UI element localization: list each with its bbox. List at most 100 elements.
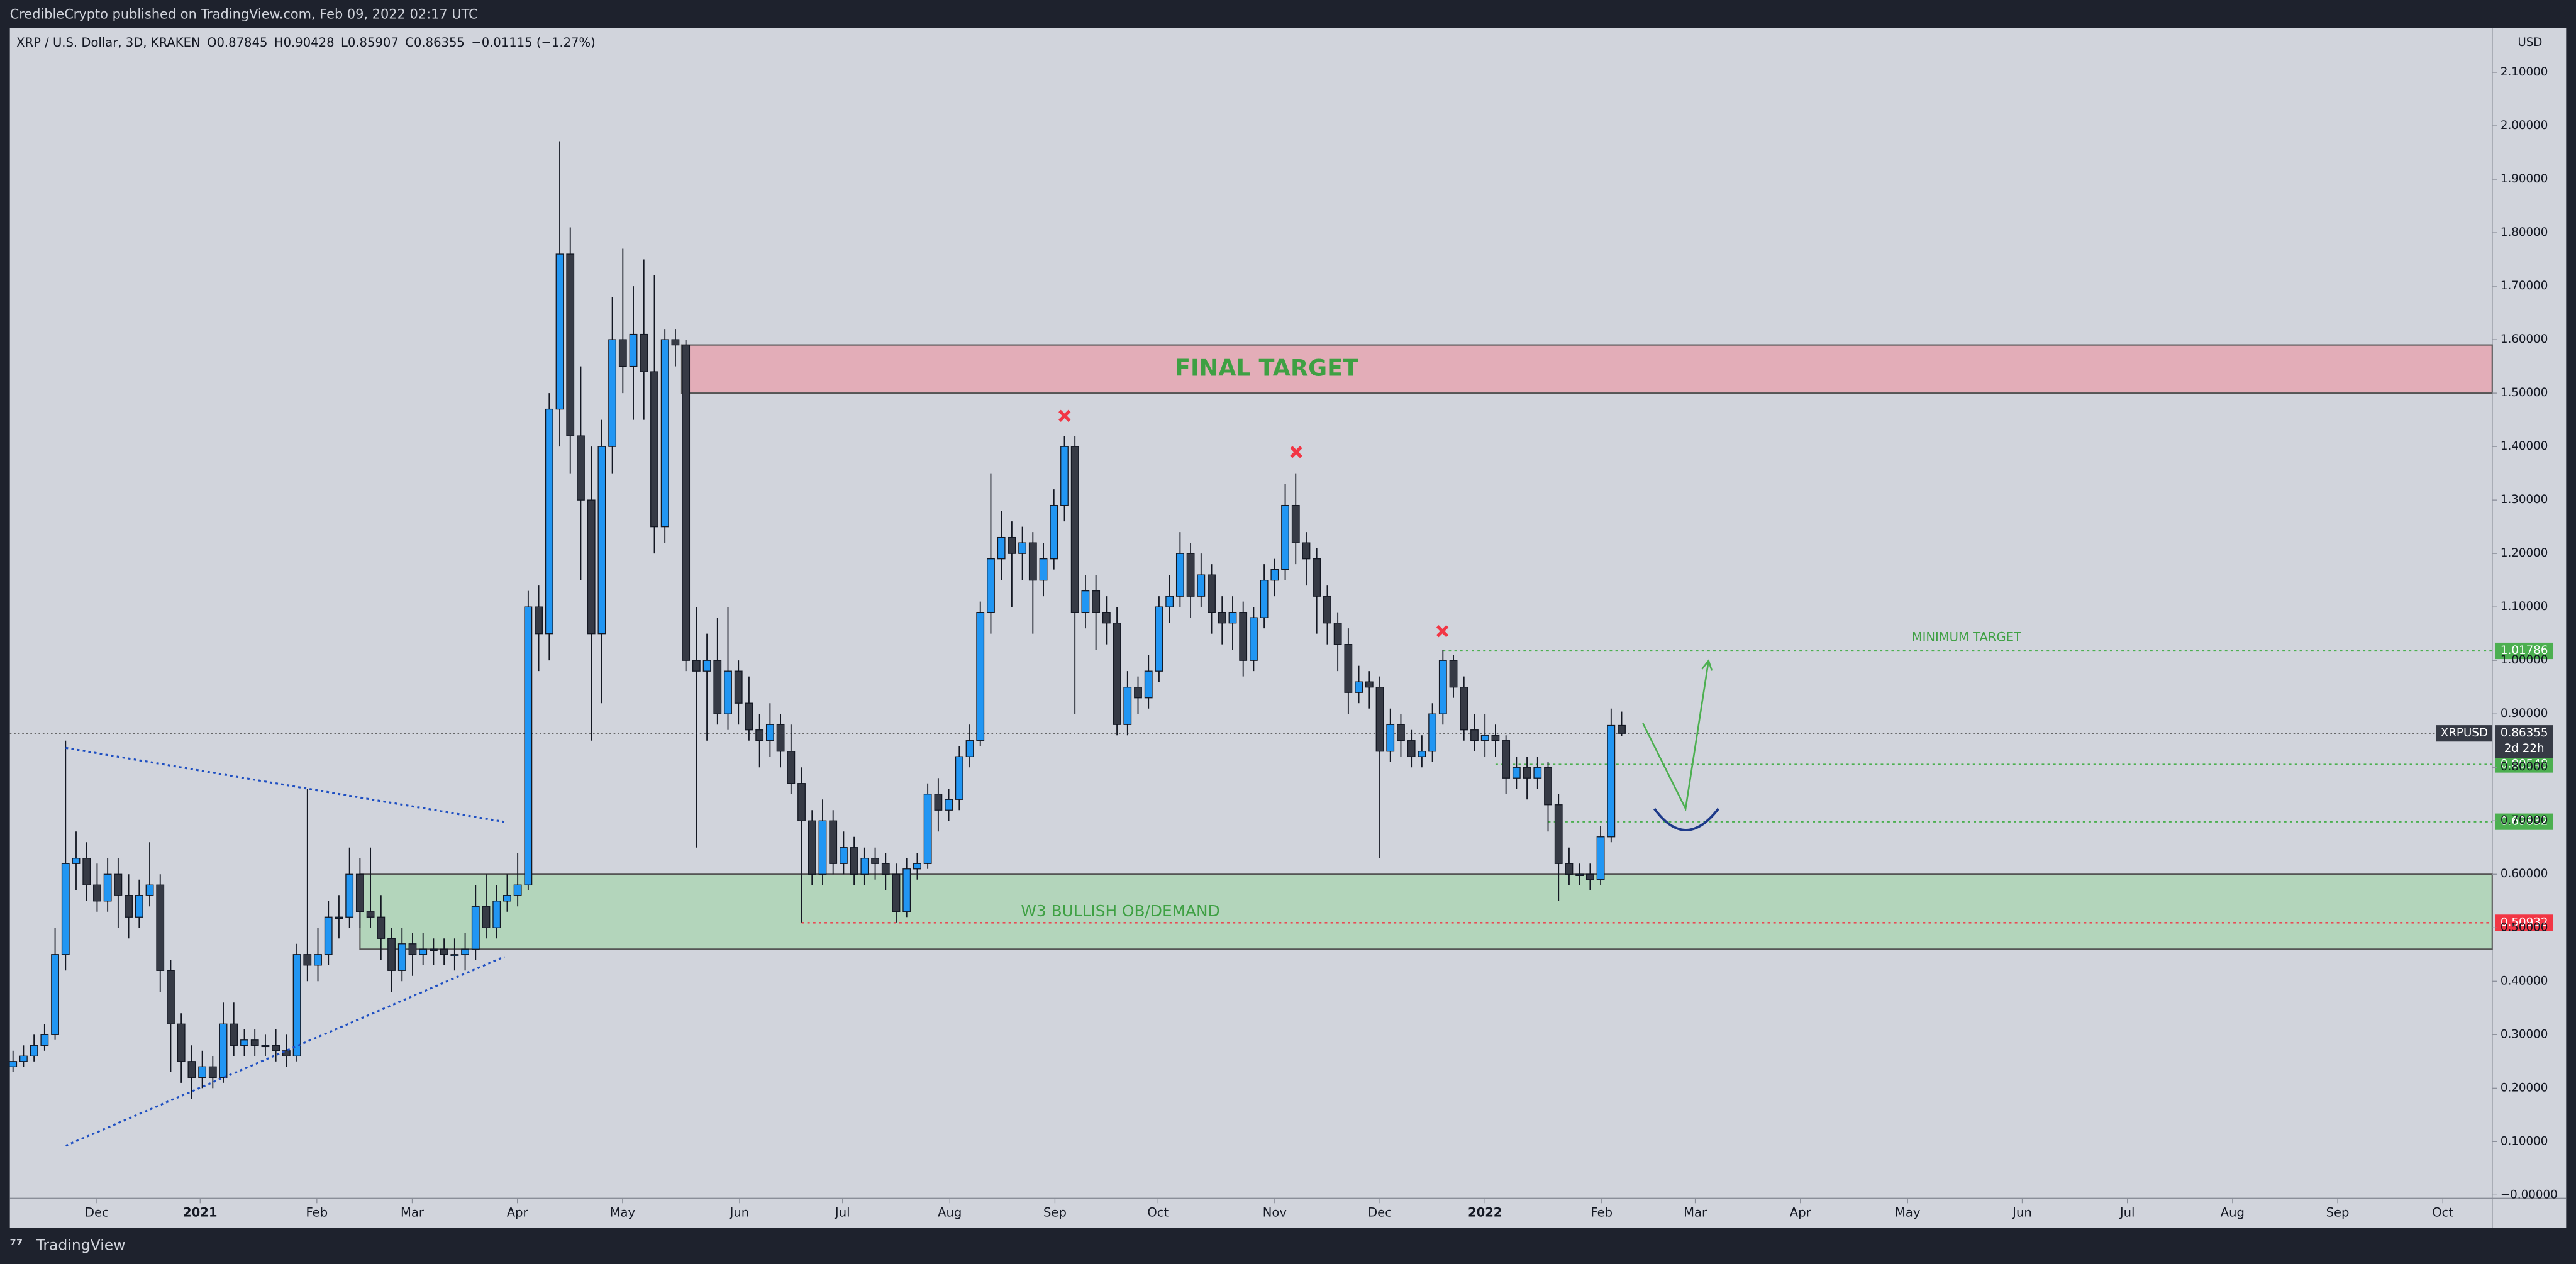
- candle-body: [1208, 574, 1216, 613]
- y-tick-label: 2.00000: [2501, 119, 2548, 132]
- candle-body: [945, 799, 953, 811]
- candle-body: [892, 873, 901, 912]
- candle-body: [1323, 596, 1331, 624]
- candle-body: [471, 906, 480, 950]
- candle-body: [776, 724, 785, 752]
- candle-body: [219, 1023, 228, 1078]
- candle-body: [314, 954, 322, 966]
- y-tick-label: 1.60000: [2501, 333, 2548, 346]
- x-tick-label: Nov: [1263, 1205, 1287, 1219]
- candle-body: [1386, 724, 1395, 752]
- candle-body: [682, 344, 691, 661]
- candle-body: [1375, 687, 1384, 752]
- candle-body: [1449, 660, 1458, 688]
- candle-body: [1165, 596, 1174, 607]
- candle-body: [1313, 558, 1321, 597]
- candle-body: [671, 339, 680, 346]
- candle-body: [577, 435, 585, 501]
- y-tick-label: −0.00000: [2501, 1188, 2558, 1201]
- candle-body: [1239, 612, 1248, 661]
- y-tick-label: 0.80000: [2501, 760, 2548, 773]
- candle-body: [1333, 623, 1342, 645]
- candle-body: [145, 884, 154, 896]
- candle-body: [545, 408, 553, 635]
- candle-body: [734, 670, 743, 704]
- y-tick-label: 1.40000: [2501, 440, 2548, 453]
- candle-body: [387, 938, 396, 971]
- y-tick-label: 1.20000: [2501, 546, 2548, 560]
- candle-body: [103, 873, 112, 902]
- candle-body: [303, 954, 312, 966]
- candle-body: [1197, 574, 1206, 597]
- candle-body: [1544, 767, 1552, 806]
- logo: ⁷⁷: [10, 1236, 23, 1254]
- candle-body: [934, 794, 943, 811]
- x-tick-label: Sep: [2326, 1205, 2350, 1219]
- candle-body: [787, 751, 796, 784]
- x-tick-label: Mar: [1684, 1205, 1707, 1219]
- price-tag: [2496, 813, 2553, 830]
- candle-body: [755, 729, 764, 741]
- candle-body: [840, 847, 848, 864]
- y-tick-label: 1.30000: [2501, 493, 2548, 506]
- plot-area: [9, 28, 2492, 1199]
- y-tick-label: 0.60000: [2501, 867, 2548, 880]
- candle-body: [1018, 542, 1027, 554]
- ohlc-value: −0.01115 (−1.27%): [471, 35, 595, 49]
- candle-body: [272, 1045, 280, 1051]
- y-tick-label: 1.10000: [2501, 600, 2548, 613]
- x-tick-label: Sep: [1043, 1205, 1067, 1219]
- ohlc-value: O0.87845: [207, 35, 267, 49]
- x-tick-label: Feb: [1591, 1205, 1613, 1219]
- zone-label: FINAL TARGET: [1175, 354, 1358, 381]
- candle-body: [1302, 542, 1311, 560]
- symbol-header: XRP / U.S. Dollar, 3D, KRAKEN O0.87845 H0.…: [16, 35, 596, 49]
- candle-body: [1618, 724, 1626, 734]
- y-tick-label: 1.70000: [2501, 279, 2548, 292]
- candle-body: [713, 660, 722, 714]
- candle-body: [177, 1023, 186, 1062]
- candle-body: [650, 371, 658, 528]
- price-tag: [2496, 642, 2553, 660]
- candle-body: [366, 911, 375, 918]
- candle-body: [240, 1039, 248, 1046]
- candle-body: [282, 1050, 291, 1056]
- price-tag-label: 0.80548: [2501, 758, 2548, 771]
- x-tick-label: Aug: [938, 1205, 962, 1219]
- candle-body: [1418, 751, 1426, 757]
- price-tag-label: 1.01786: [2501, 644, 2548, 657]
- candle-body: [1575, 873, 1584, 876]
- ohlc-value: L0.85907: [341, 35, 399, 49]
- candle-body: [40, 1034, 49, 1046]
- candle-body: [902, 868, 911, 912]
- candle-body: [1270, 568, 1279, 581]
- y-tick-label: 0.50000: [2501, 921, 2548, 934]
- trendline: [65, 955, 505, 1147]
- y-tick-label: 0.30000: [2501, 1028, 2548, 1041]
- candle-body: [430, 948, 438, 951]
- candle-body: [829, 820, 838, 864]
- candle-body: [745, 702, 753, 731]
- y-tick-label: 0.40000: [2501, 974, 2548, 987]
- x-tick-label: Jul: [2119, 1205, 2135, 1219]
- y-tick-label: 1.00000: [2501, 653, 2548, 667]
- candle-body: [345, 873, 354, 918]
- y-tick-label: 1.90000: [2501, 172, 2548, 186]
- candle-body: [1155, 606, 1163, 672]
- footer-brand: TradingView: [35, 1236, 125, 1254]
- candle-body: [51, 954, 59, 1035]
- y-tick-label: 0.90000: [2501, 707, 2548, 720]
- candle-body: [1008, 536, 1016, 554]
- candle-body: [1060, 446, 1069, 506]
- candle-body: [997, 536, 1006, 560]
- candle-body: [976, 612, 985, 741]
- x-tick-label: Mar: [401, 1205, 425, 1219]
- currency: USD: [2518, 36, 2542, 49]
- candle-body: [1523, 767, 1531, 779]
- candle-body: [397, 943, 406, 971]
- x-tick-label: May: [1895, 1205, 1920, 1219]
- candle-body: [167, 970, 175, 1024]
- countdown: 2d 22h: [2504, 742, 2545, 755]
- candle-body: [1596, 836, 1605, 880]
